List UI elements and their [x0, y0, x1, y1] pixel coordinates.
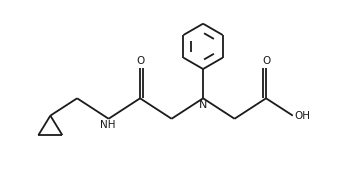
Text: N: N — [199, 100, 207, 110]
Text: OH: OH — [294, 111, 310, 121]
Text: NH: NH — [100, 120, 115, 130]
Text: O: O — [262, 56, 270, 66]
Text: O: O — [136, 56, 144, 66]
